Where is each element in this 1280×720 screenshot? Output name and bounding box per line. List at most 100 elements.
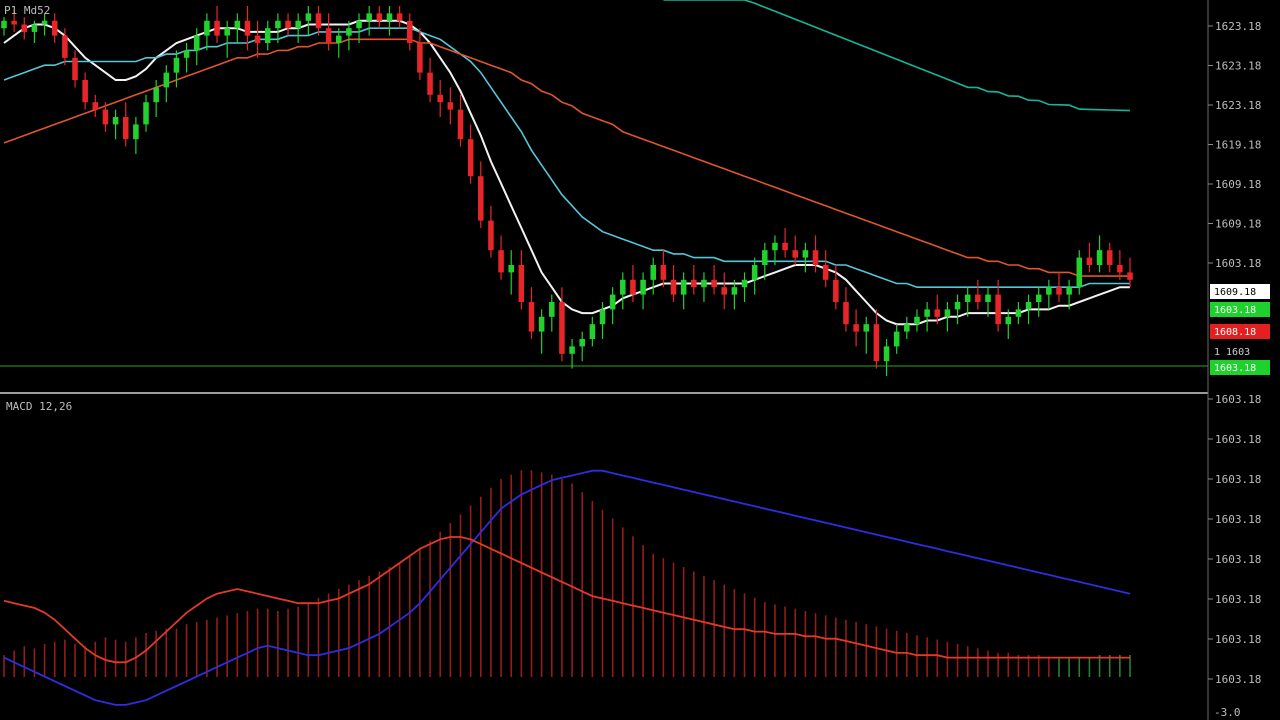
candle [325, 13, 332, 51]
price-tag-bg [1210, 324, 1270, 339]
candle [741, 272, 748, 302]
candle-body [264, 28, 271, 43]
candle [143, 94, 149, 132]
candle-body [731, 287, 738, 295]
indicator-axis-label: 1603.18 [1215, 673, 1261, 686]
candle-body [914, 316, 920, 325]
candle [122, 102, 129, 147]
indicator-axis-label: 1603.18 [1215, 553, 1261, 566]
candle-body [508, 265, 514, 273]
candle [559, 287, 565, 362]
candle-body [589, 324, 596, 339]
candle [254, 20, 261, 58]
candle [62, 28, 68, 66]
macd-histogram [3, 470, 1131, 677]
candle-body [559, 302, 565, 354]
candle [508, 250, 514, 295]
candle [417, 28, 423, 80]
candle-body [173, 57, 180, 73]
candle-body [995, 294, 1001, 325]
candle-body [873, 324, 880, 362]
candle-body [1096, 250, 1103, 265]
candle [1127, 257, 1133, 288]
candle-body [670, 279, 677, 295]
candle-body [193, 35, 200, 51]
candle-body [102, 109, 109, 125]
candle-body [1056, 287, 1062, 295]
candle-body [244, 20, 251, 36]
candle-body [295, 20, 301, 29]
candle [680, 272, 687, 310]
candle [863, 316, 870, 354]
candle [275, 13, 281, 43]
candle [599, 302, 606, 339]
price-axis[interactable]: 1623.181623.181623.181619.181609.181609.… [1207, 0, 1270, 720]
candle [1046, 279, 1052, 310]
candle [1066, 279, 1072, 310]
candle-body [701, 279, 707, 288]
price-pane[interactable]: P1 Md52 [0, 0, 1208, 376]
candle-body [366, 13, 372, 21]
indicator-axis-label: 1603.18 [1215, 473, 1261, 486]
indicator-axis-label: 1603.18 [1215, 433, 1261, 446]
candle-body [944, 309, 951, 317]
candle [772, 235, 778, 265]
candle [82, 72, 88, 110]
candle-body [417, 43, 423, 73]
candle-body [204, 20, 210, 36]
candle [569, 339, 575, 369]
indicator-axis[interactable]: 1603.18 1603.18 1603.18 1603.18 1603.18 1603.… [1208, 393, 1261, 719]
price-tag-bg [1210, 302, 1270, 317]
candle-body [680, 279, 687, 295]
candle-body [1086, 257, 1093, 265]
candle [1096, 235, 1103, 273]
candle [457, 94, 464, 147]
price-tag-text: 1 1603 [1214, 347, 1250, 358]
candle-body [762, 250, 768, 265]
candle [396, 6, 403, 29]
price-tag: 1603.18 [1210, 302, 1270, 317]
candle-body [863, 324, 870, 332]
candle-body [518, 265, 525, 302]
candle [630, 265, 636, 302]
candle [792, 235, 799, 265]
candle [731, 279, 738, 310]
candle [995, 279, 1001, 332]
candle-body [386, 13, 393, 21]
candle [488, 205, 494, 258]
candle [954, 294, 961, 325]
candle [72, 50, 78, 88]
candle [1005, 309, 1012, 339]
candle [407, 13, 413, 51]
candle-body [325, 28, 332, 43]
candle [549, 294, 555, 332]
candle [224, 20, 230, 58]
candle-body [234, 20, 241, 29]
candle [1106, 242, 1113, 273]
price-axis-label: 1603.18 [1215, 257, 1261, 270]
indicator-pane[interactable]: MACD 12,26 [3, 400, 1131, 706]
candle-body [630, 279, 636, 295]
candle-body [488, 220, 494, 251]
candle [853, 309, 859, 347]
candle-body [82, 80, 88, 103]
candle-body [660, 265, 667, 280]
indicator-axis-label: 1603.18 [1215, 633, 1261, 646]
ma-line-1 [3, 19, 1130, 326]
price-tag-text: 1609.18 [1214, 287, 1256, 298]
candle [934, 294, 941, 325]
price-axis-labels: 1623.18 1623.18 1623.18 1619.18 1609.18 1609.… [1208, 20, 1261, 270]
candle-body [356, 20, 362, 29]
candle-body [934, 309, 941, 317]
candle-body [457, 109, 464, 140]
candle-body [954, 302, 961, 310]
price-axis-label: 1609.18 [1215, 178, 1261, 191]
candle [376, 6, 383, 29]
candle [802, 242, 809, 273]
candle [346, 20, 352, 51]
candle [914, 309, 920, 332]
price-tag-text: 1608.18 [1214, 327, 1256, 338]
candle-body [1005, 316, 1012, 325]
candle-body [1, 20, 7, 29]
